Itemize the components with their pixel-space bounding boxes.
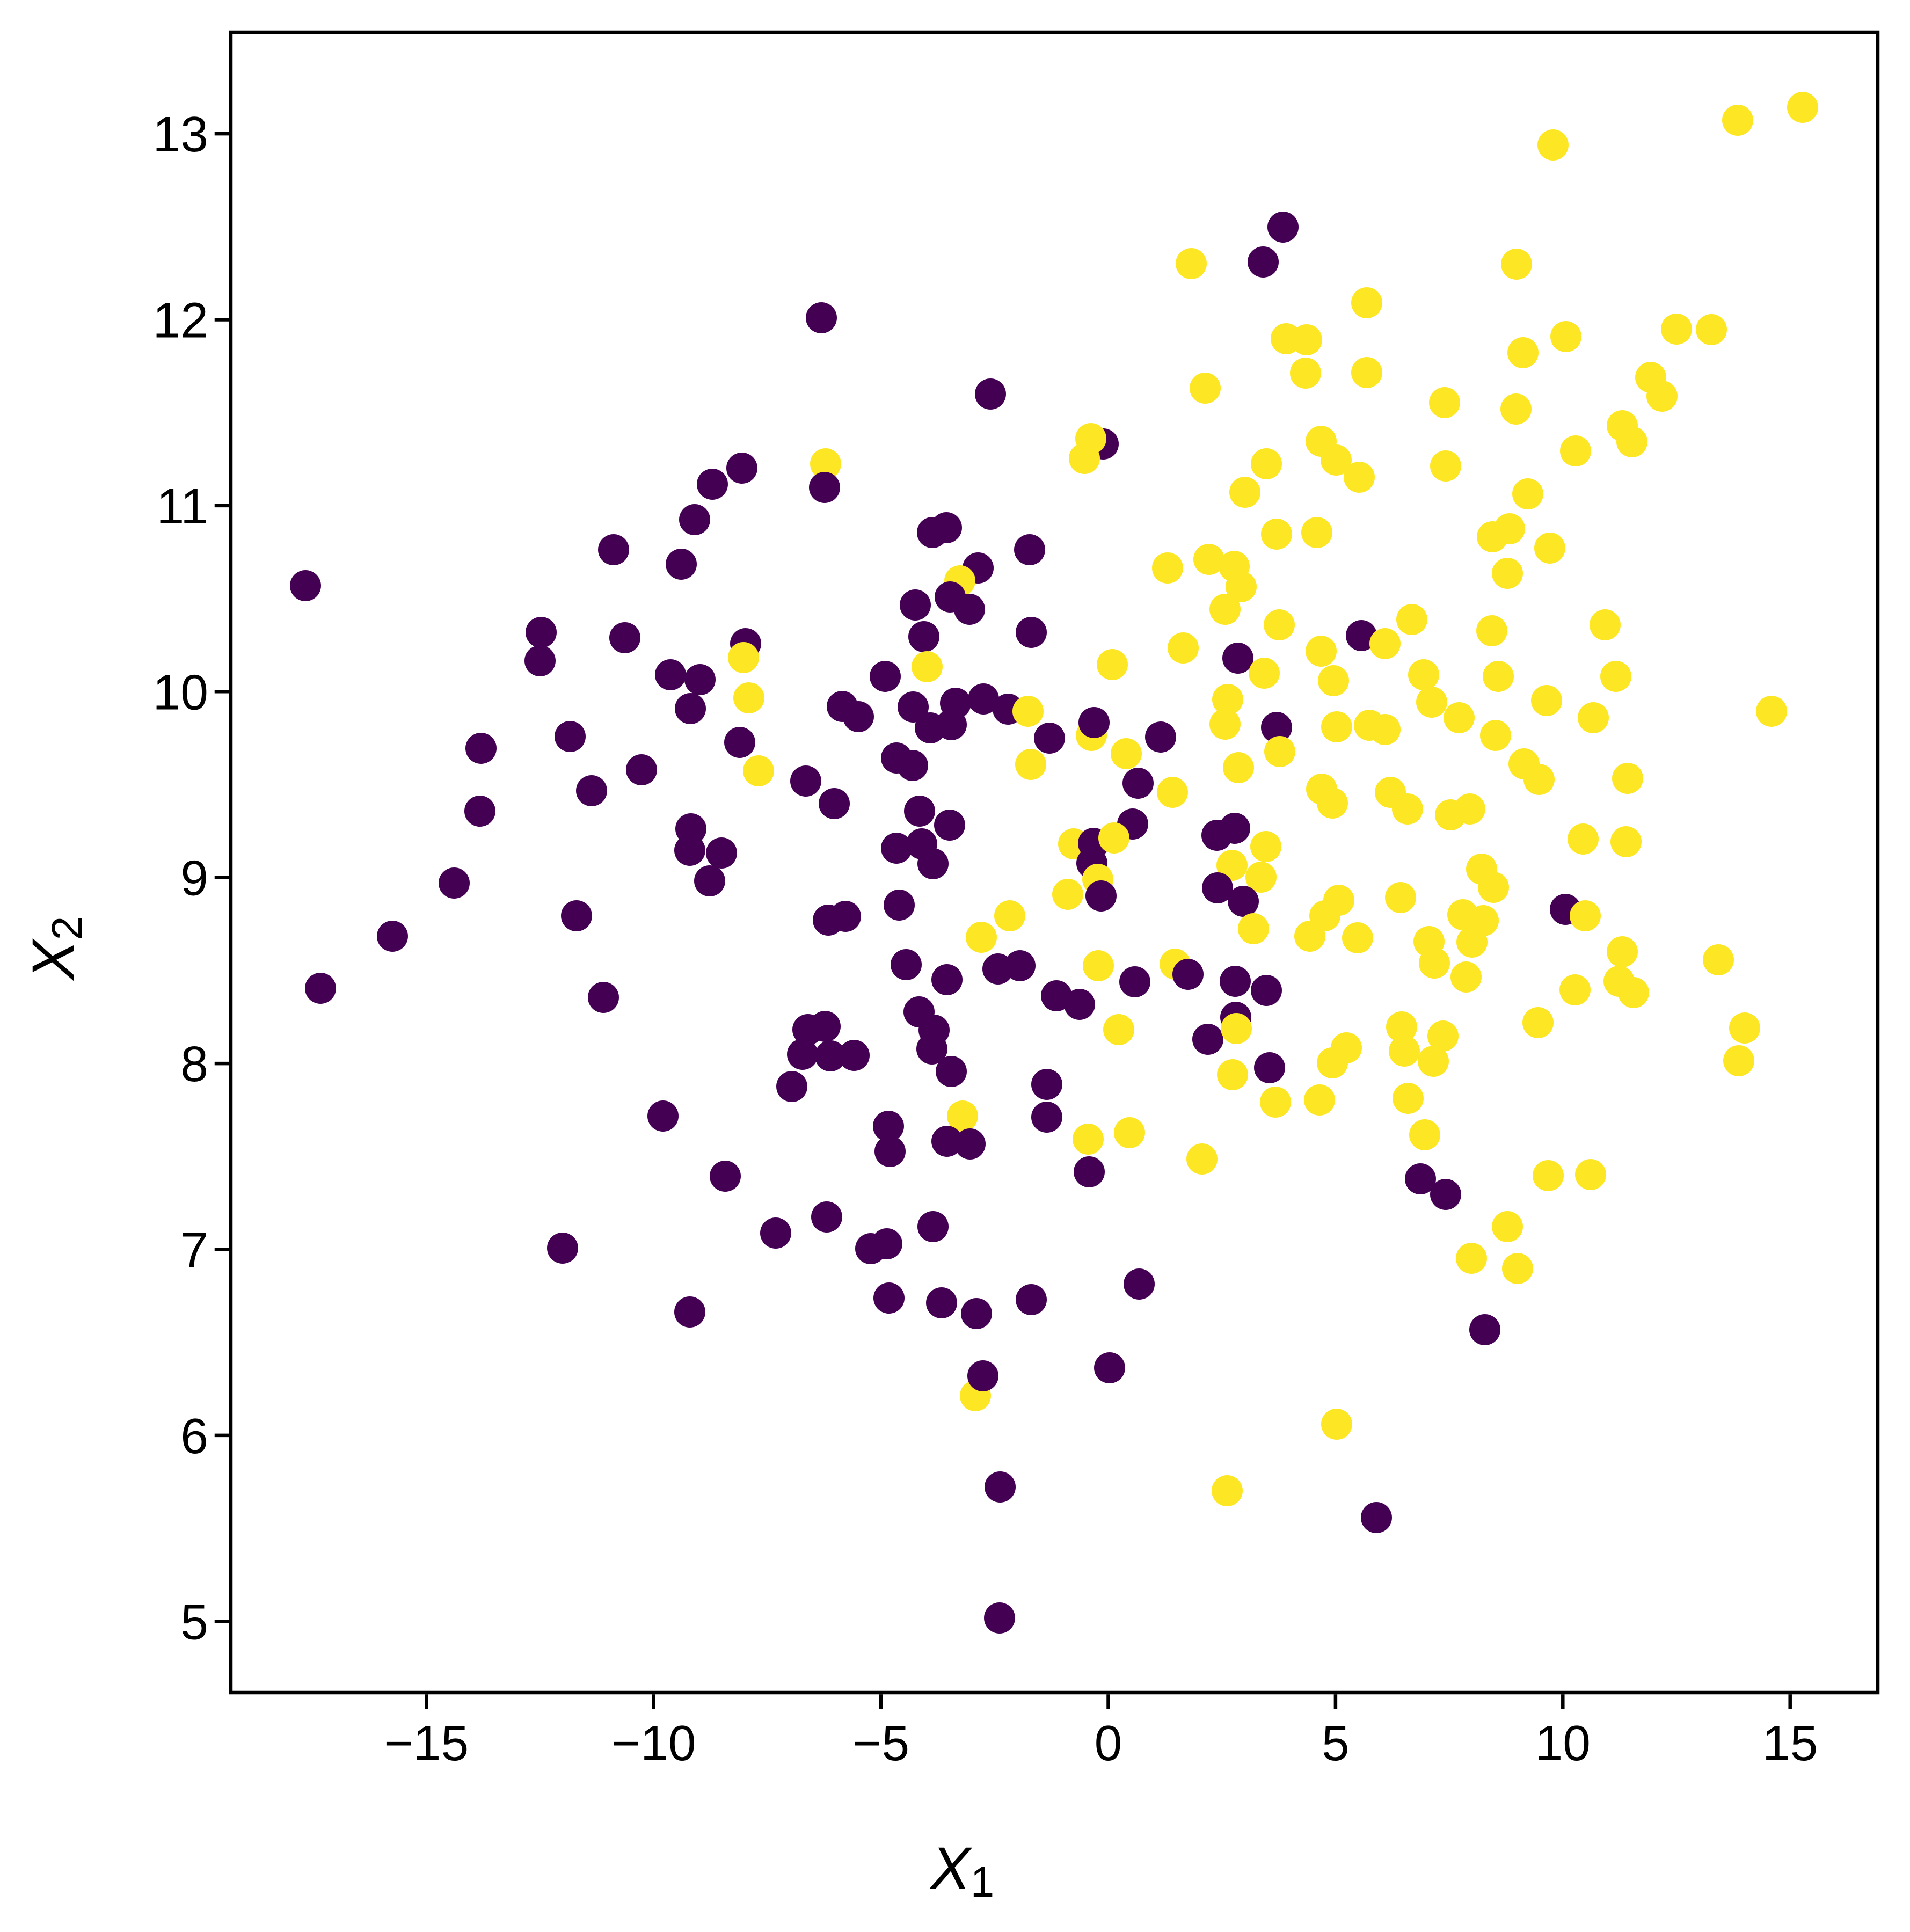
svg-text:12: 12 — [153, 293, 208, 348]
svg-text:11: 11 — [156, 478, 208, 534]
svg-text:6: 6 — [180, 1408, 208, 1464]
svg-text:7: 7 — [180, 1222, 208, 1278]
svg-text:−15: −15 — [384, 1715, 469, 1771]
svg-text:−10: −10 — [611, 1715, 696, 1771]
svg-text:15: 15 — [1762, 1715, 1818, 1771]
svg-text:8: 8 — [180, 1036, 208, 1092]
svg-text:10: 10 — [153, 664, 208, 720]
svg-text:5: 5 — [180, 1594, 208, 1650]
svg-text:5: 5 — [1322, 1715, 1350, 1771]
svg-text:9: 9 — [180, 850, 208, 906]
svg-text:10: 10 — [1535, 1715, 1591, 1771]
svg-text:−5: −5 — [852, 1715, 909, 1771]
svg-text:13: 13 — [153, 106, 208, 162]
svg-text:0: 0 — [1095, 1715, 1122, 1771]
svg-text:X2: X2 — [20, 916, 91, 982]
